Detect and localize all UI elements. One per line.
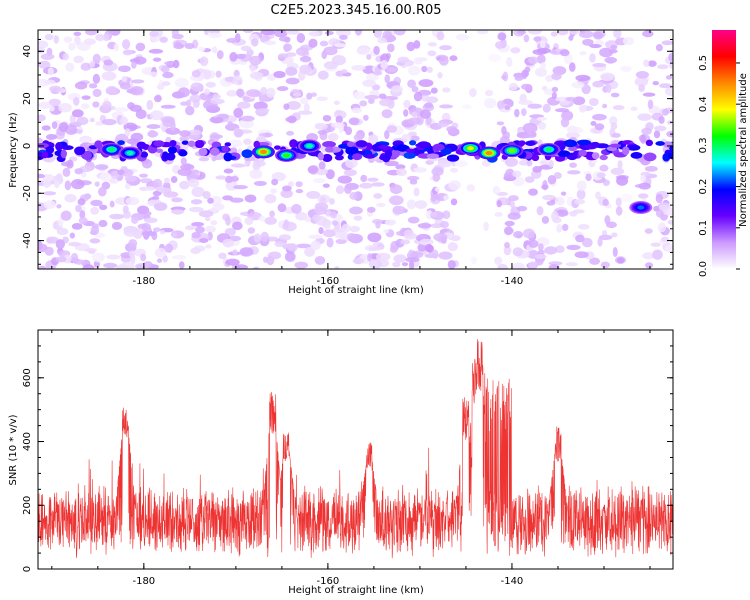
colorbar-tick-label: 0.1 (698, 220, 709, 236)
heatmap-x-axis-label: Height of straight line (km) (288, 285, 424, 296)
snr-x-tick-label: -160 (317, 576, 340, 587)
colorbar-gradient (712, 30, 736, 269)
heatmap-hotspot (100, 143, 124, 156)
heatmap-hotspot (477, 146, 501, 160)
heatmap-hotspot (118, 146, 142, 160)
snr-y-tick-label: 200 (22, 496, 33, 515)
heatmap-x-axis: -180 -160 -140 (51, 30, 651, 287)
snr-frame (37, 329, 674, 570)
heatmap-hotspot (629, 200, 653, 214)
heatmap-hotspot (537, 143, 561, 156)
colorbar: 0.0 0.1 0.2 0.3 0.4 0.5 Normalized spectral a… (698, 30, 749, 277)
heatmap-y-axis-label: Frequency (Hz) (8, 112, 19, 188)
colorbar-tick-label: 0.5 (698, 55, 709, 71)
snr-panel: -180 -160 -140 0 200 400 600 Height of straig… (8, 329, 674, 596)
snr-y-tick-label: 0 (22, 566, 33, 572)
colorbar-ticks: 0.0 0.1 0.2 0.3 0.4 0.5 (698, 55, 740, 277)
heatmap-background-speckle (38, 30, 673, 269)
snr-y-tick-label: 400 (22, 432, 33, 451)
heatmap-x-tick-label: -160 (317, 276, 340, 287)
colorbar-label: Normalized spectral amplitude (738, 73, 749, 227)
heatmap-hotspots (100, 139, 653, 214)
heatmap-hotspot (274, 148, 298, 162)
colorbar-tick-label: 0.3 (698, 137, 709, 153)
heatmap-hotspot (459, 141, 483, 155)
snr-y-tick-label: 600 (22, 368, 33, 387)
heatmap-y-tick-label: 0 (22, 143, 33, 149)
colorbar-tick-label: 0.0 (698, 261, 709, 277)
heatmap-y-tick-label: 20 (22, 92, 33, 105)
snr-x-axis-label: Height of straight line (km) (288, 585, 424, 596)
snr-y-axis-label: SNR (10 * v/v) (8, 414, 19, 485)
snr-y-axis: 0 200 400 600 (22, 345, 673, 572)
heatmap-x-tick-label: -180 (132, 276, 155, 287)
heatmap-hotspot (251, 145, 275, 159)
snr-x-tick-label: -180 (132, 576, 155, 587)
snr-x-axis: -180 -160 -140 (51, 330, 651, 587)
heatmap-y-tick-label: -40 (22, 232, 33, 248)
colorbar-tick-label: 0.2 (698, 179, 709, 195)
snr-x-tick-label: -140 (501, 576, 524, 587)
heatmap-x-tick-label: -140 (501, 276, 524, 287)
figure-title: C2E5.2023.345.16.00.R05 (270, 3, 441, 18)
colorbar-tick-label: 0.4 (698, 96, 709, 112)
heatmap-y-tick-label: 40 (22, 45, 33, 58)
heatmap-hotspot (297, 139, 321, 153)
heatmap-hotspot (500, 144, 524, 158)
heatmap-y-axis: -40 -20 0 20 40 (22, 38, 673, 265)
snr-series-line (38, 339, 673, 559)
heatmap-panel: -180 -160 -140 -40 -20 0 20 40 Height of strai… (8, 29, 674, 296)
heatmap-frame (37, 29, 674, 270)
heatmap-y-tick-label: -20 (22, 185, 33, 201)
